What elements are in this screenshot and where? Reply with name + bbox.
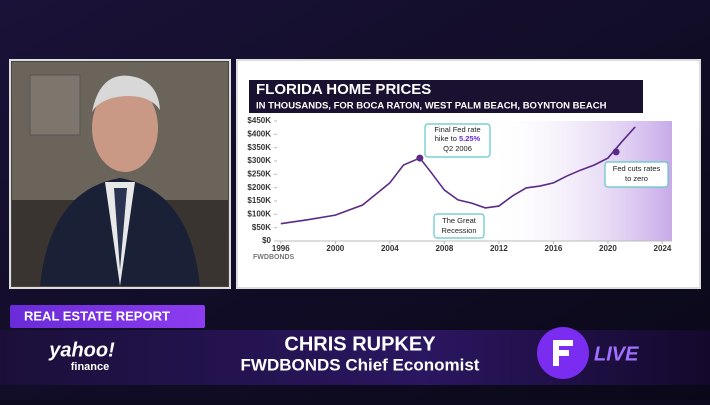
source: FWDBONDS bbox=[253, 254, 295, 261]
annotation-text: hike to 5.25% bbox=[435, 134, 481, 143]
annotation-text: Fed cuts rates bbox=[613, 164, 661, 173]
x-tick-label: 2020 bbox=[599, 244, 617, 253]
live-label: LIVE bbox=[594, 343, 639, 365]
x-tick-label: 2004 bbox=[381, 244, 399, 253]
event-marker bbox=[612, 148, 620, 156]
y-tick-label: $0 bbox=[262, 236, 271, 245]
y-tick-label: $350K bbox=[247, 143, 271, 152]
annotation-text: to zero bbox=[625, 174, 648, 183]
y-tick-label: $200K bbox=[247, 183, 271, 192]
y-tick-label: $250K bbox=[247, 169, 271, 178]
y-tick-label: $100K bbox=[247, 209, 271, 218]
segment-tag bbox=[10, 305, 205, 328]
x-tick-label: 2000 bbox=[326, 244, 344, 253]
x-tick-label: 2024 bbox=[654, 244, 672, 253]
annotation-text: The Great bbox=[442, 216, 477, 225]
annotation-highlight: 5.25% bbox=[459, 134, 481, 143]
guest-name: CHRIS RUPKEY bbox=[284, 333, 436, 355]
x-tick-label: 2016 bbox=[545, 244, 563, 253]
annotation-box bbox=[433, 213, 485, 239]
annotation-box bbox=[424, 123, 491, 158]
video-panel bbox=[9, 59, 231, 289]
x-tick-label: 2008 bbox=[435, 244, 453, 253]
brand-logo: yahoo! bbox=[48, 339, 115, 361]
annotation-text: Final Fed rate bbox=[434, 125, 480, 134]
price-line bbox=[280, 126, 636, 225]
guest-title: FWDBONDS Chief Economist bbox=[241, 355, 480, 374]
plot: $0 $50K $100K $150K $200K $250K $300K $350K $400… bbox=[247, 116, 672, 253]
x-tick-label: 1996 bbox=[272, 244, 290, 253]
y-tick-label: $400K bbox=[247, 129, 271, 138]
segment-label: REAL ESTATE REPORT bbox=[24, 308, 170, 323]
chart-subtitle: IN THOUSANDS, FOR BOCA RATON, WEST PALM … bbox=[256, 101, 607, 112]
lower-third bbox=[0, 330, 710, 385]
annotation-text: hike to bbox=[435, 134, 459, 143]
annotation-text: Recession bbox=[441, 226, 476, 235]
chart-title: FLORIDA HOME PRICES bbox=[256, 81, 431, 98]
y-tick-label: $450K bbox=[247, 116, 271, 125]
x-tick-label: 2012 bbox=[490, 244, 508, 253]
annotation-text: Q2 2006 bbox=[443, 144, 472, 153]
y-tick-label: $300K bbox=[247, 156, 271, 165]
live-logo-mark bbox=[553, 340, 573, 366]
subtitle-band bbox=[249, 99, 643, 113]
y-tick-label: $150K bbox=[247, 196, 271, 205]
annotation-box bbox=[604, 161, 669, 188]
brand-sub: finance bbox=[71, 361, 110, 373]
y-tick-label: $50K bbox=[252, 223, 271, 232]
event-marker bbox=[416, 154, 424, 162]
title-band bbox=[249, 80, 643, 99]
